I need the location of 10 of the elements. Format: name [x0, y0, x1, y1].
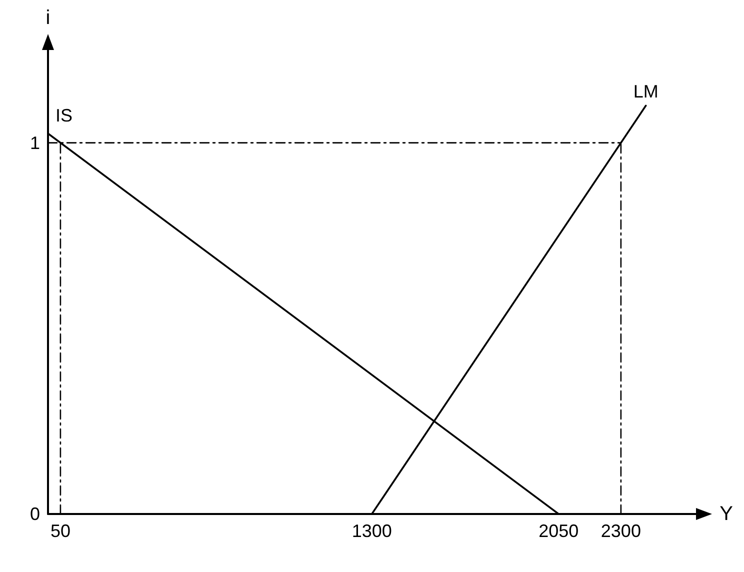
- x-tick-label: 2050: [538, 521, 579, 541]
- y-tick-label: 1: [30, 132, 40, 153]
- x-tick-label: 1300: [352, 521, 392, 541]
- y-axis-title: i: [46, 7, 50, 29]
- series-label: IS: [55, 106, 73, 126]
- series-label: LM: [633, 82, 658, 102]
- x-axis-title: Y: [720, 503, 734, 525]
- y-tick-label: 0: [30, 504, 40, 524]
- x-tick-label: 2300: [600, 521, 641, 541]
- x-tick-label: 50: [50, 521, 70, 541]
